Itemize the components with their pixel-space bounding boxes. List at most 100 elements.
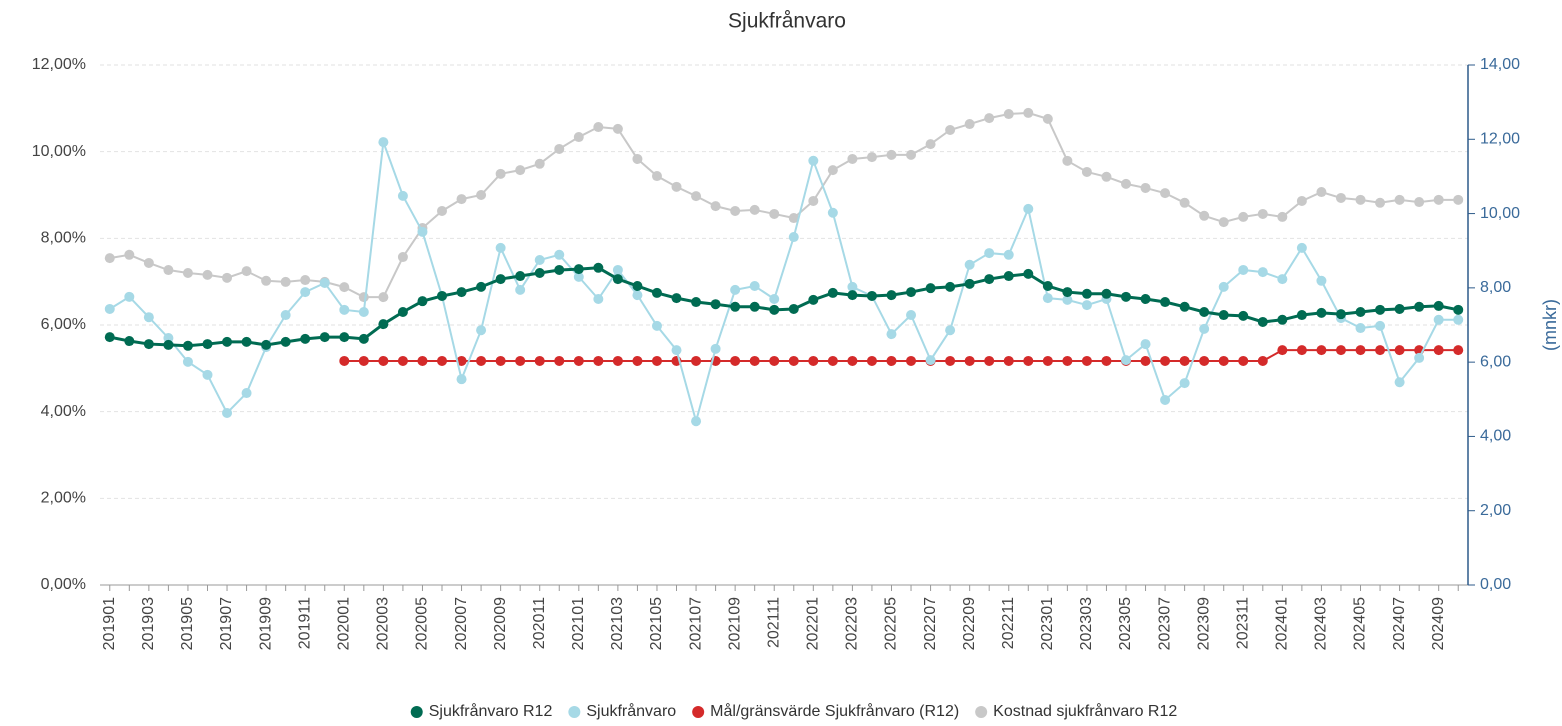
data-point (339, 304, 350, 315)
data-point (358, 333, 369, 344)
data-point (437, 355, 447, 366)
data-point (1257, 355, 1268, 366)
x-tick-label: 202001 (336, 597, 353, 650)
data-point (378, 319, 389, 330)
data-point (691, 355, 702, 366)
data-point (515, 355, 526, 366)
data-point (906, 149, 917, 160)
data-point (925, 283, 936, 294)
data-point (417, 226, 428, 237)
x-tick-label: 202305 (1117, 597, 1134, 650)
data-point (261, 275, 272, 286)
data-point (300, 275, 311, 286)
data-point (808, 355, 819, 366)
data-point (1257, 267, 1268, 278)
x-tick-label: 202105 (648, 597, 665, 650)
data-point (1355, 323, 1366, 334)
data-point (1296, 242, 1307, 253)
data-point (808, 155, 819, 166)
data-point (104, 332, 115, 343)
data-point (1335, 309, 1346, 320)
data-point (749, 355, 760, 366)
series-line (109, 141, 1459, 426)
data-point (1140, 294, 1151, 304)
y2-axis-label: (mnkr) (1540, 299, 1560, 351)
data-point (358, 292, 369, 303)
data-point (1433, 345, 1444, 356)
data-point (749, 301, 760, 312)
x-tick-label: 201911 (296, 597, 313, 649)
data-point (749, 204, 760, 215)
data-point (222, 272, 233, 283)
data-point (319, 277, 330, 288)
data-point (1218, 355, 1229, 366)
data-point (261, 339, 272, 350)
x-tick-label: 202107 (687, 597, 704, 650)
data-point (671, 345, 682, 356)
data-point (1140, 355, 1151, 366)
data-point (202, 369, 213, 380)
data-point (202, 339, 213, 350)
data-point (163, 333, 174, 343)
data-point (1394, 194, 1405, 205)
data-point (143, 312, 154, 323)
data-point (906, 310, 917, 321)
x-tick-label: 202011 (531, 597, 548, 649)
data-point (1355, 307, 1366, 317)
data-point (710, 343, 721, 354)
x-tick-label: 201903 (140, 597, 157, 650)
data-point (984, 248, 995, 259)
data-point (651, 287, 662, 298)
data-point (730, 301, 741, 312)
data-point (456, 355, 467, 366)
data-point (749, 281, 760, 291)
data-point (573, 264, 584, 275)
data-point (1277, 274, 1288, 285)
data-point (1062, 355, 1073, 366)
x-tick-label: 201909 (257, 597, 274, 650)
data-point (1335, 345, 1346, 356)
data-point (984, 274, 995, 285)
data-point (495, 168, 506, 179)
data-point (1277, 345, 1288, 356)
data-point (945, 281, 956, 292)
data-point (1394, 377, 1405, 388)
data-point (339, 282, 350, 293)
data-point (1238, 211, 1249, 222)
data-point (397, 190, 408, 201)
y2-tick-label: 0,00 (1480, 576, 1511, 593)
data-point (397, 307, 408, 317)
data-point (1277, 314, 1288, 325)
data-point (1414, 197, 1425, 208)
data-point (182, 356, 193, 367)
data-point (1316, 307, 1327, 318)
legend-label: Kostnad sjukfrånvaro R12 (993, 702, 1177, 720)
legend-marker (410, 706, 423, 718)
data-point (769, 355, 780, 366)
legend-marker (692, 706, 705, 718)
data-point (182, 268, 193, 278)
data-point (1218, 217, 1229, 228)
data-point (1003, 109, 1014, 120)
data-point (1296, 310, 1307, 321)
data-point (143, 339, 154, 350)
data-point (1179, 355, 1190, 366)
data-point (808, 195, 819, 206)
data-point (964, 355, 975, 366)
data-point (456, 374, 467, 385)
data-point (1277, 211, 1288, 222)
data-point (593, 262, 604, 273)
legend: Sjukfrånvaro R12 Sjukfrånvaro Mål/gränsvär… (410, 702, 1177, 720)
x-tick-label: 202401 (1274, 597, 1291, 650)
data-point (612, 355, 623, 366)
data-point (280, 276, 291, 287)
x-tick-label: 202203 (844, 597, 861, 650)
y-tick-label: 8,00% (41, 230, 86, 247)
legend-marker (568, 706, 581, 718)
data-point (671, 293, 682, 304)
x-tick-label: 202103 (609, 597, 626, 650)
data-point (124, 291, 135, 302)
x-tick-label: 202201 (805, 597, 822, 650)
data-point (280, 336, 291, 347)
